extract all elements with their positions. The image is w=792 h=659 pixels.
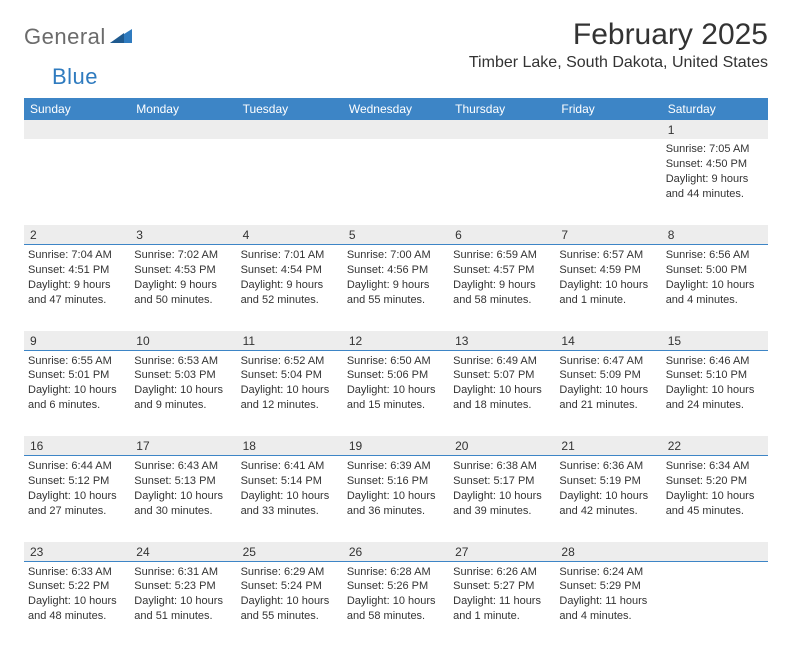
day-cell: Sunrise: 6:44 AMSunset: 5:12 PMDaylight:… — [24, 456, 130, 542]
day-header: Friday — [555, 98, 661, 120]
day-number: 14 — [555, 331, 661, 351]
day-cell: Sunrise: 6:46 AMSunset: 5:10 PMDaylight:… — [662, 350, 768, 436]
day-cell: Sunrise: 6:38 AMSunset: 5:17 PMDaylight:… — [449, 456, 555, 542]
logo-triangle-icon — [110, 27, 132, 48]
day-cell: Sunrise: 6:49 AMSunset: 5:07 PMDaylight:… — [449, 350, 555, 436]
day-number — [130, 120, 236, 139]
day-cell: Sunrise: 7:02 AMSunset: 4:53 PMDaylight:… — [130, 245, 236, 331]
logo-text-blue: Blue — [52, 64, 98, 90]
day-number: 4 — [237, 225, 343, 245]
day-cell: Sunrise: 6:52 AMSunset: 5:04 PMDaylight:… — [237, 350, 343, 436]
day-number: 11 — [237, 331, 343, 351]
month-title: February 2025 — [469, 18, 768, 52]
week-row: Sunrise: 6:33 AMSunset: 5:22 PMDaylight:… — [24, 561, 768, 647]
day-cell — [24, 139, 130, 225]
title-block: February 2025 Timber Lake, South Dakota,… — [469, 18, 768, 78]
location: Timber Lake, South Dakota, United States — [469, 54, 768, 72]
day-number: 2 — [24, 225, 130, 245]
day-number-row: 2345678 — [24, 225, 768, 245]
day-cell: Sunrise: 7:01 AMSunset: 4:54 PMDaylight:… — [237, 245, 343, 331]
day-cell: Sunrise: 6:34 AMSunset: 5:20 PMDaylight:… — [662, 456, 768, 542]
day-header: Tuesday — [237, 98, 343, 120]
day-number-row: 9101112131415 — [24, 331, 768, 351]
day-number: 13 — [449, 331, 555, 351]
day-number: 1 — [662, 120, 768, 139]
day-cell: Sunrise: 6:43 AMSunset: 5:13 PMDaylight:… — [130, 456, 236, 542]
week-row: Sunrise: 7:04 AMSunset: 4:51 PMDaylight:… — [24, 245, 768, 331]
day-number: 19 — [343, 436, 449, 456]
day-number: 22 — [662, 436, 768, 456]
day-number-row: 16171819202122 — [24, 436, 768, 456]
day-number: 20 — [449, 436, 555, 456]
day-number: 24 — [130, 542, 236, 562]
day-cell: Sunrise: 7:00 AMSunset: 4:56 PMDaylight:… — [343, 245, 449, 331]
day-number: 28 — [555, 542, 661, 562]
day-number: 7 — [555, 225, 661, 245]
day-header: Monday — [130, 98, 236, 120]
day-cell: Sunrise: 6:26 AMSunset: 5:27 PMDaylight:… — [449, 561, 555, 647]
day-cell — [343, 139, 449, 225]
week-row: Sunrise: 6:44 AMSunset: 5:12 PMDaylight:… — [24, 456, 768, 542]
day-number: 17 — [130, 436, 236, 456]
day-number: 23 — [24, 542, 130, 562]
day-cell — [555, 139, 661, 225]
day-number: 18 — [237, 436, 343, 456]
day-cell: Sunrise: 7:04 AMSunset: 4:51 PMDaylight:… — [24, 245, 130, 331]
day-number: 6 — [449, 225, 555, 245]
day-header: Sunday — [24, 98, 130, 120]
day-cell — [449, 139, 555, 225]
day-number-row: 1 — [24, 120, 768, 139]
day-number — [449, 120, 555, 139]
day-number-row: 232425262728 — [24, 542, 768, 562]
day-cell — [130, 139, 236, 225]
day-number: 8 — [662, 225, 768, 245]
day-number: 9 — [24, 331, 130, 351]
day-cell: Sunrise: 6:28 AMSunset: 5:26 PMDaylight:… — [343, 561, 449, 647]
day-header: Thursday — [449, 98, 555, 120]
day-number: 5 — [343, 225, 449, 245]
day-cell: Sunrise: 6:47 AMSunset: 5:09 PMDaylight:… — [555, 350, 661, 436]
day-cell: Sunrise: 6:36 AMSunset: 5:19 PMDaylight:… — [555, 456, 661, 542]
day-number: 26 — [343, 542, 449, 562]
day-cell: Sunrise: 6:59 AMSunset: 4:57 PMDaylight:… — [449, 245, 555, 331]
day-cell: Sunrise: 6:55 AMSunset: 5:01 PMDaylight:… — [24, 350, 130, 436]
day-header-row: Sunday Monday Tuesday Wednesday Thursday… — [24, 98, 768, 120]
day-number — [662, 542, 768, 562]
day-number — [24, 120, 130, 139]
day-cell: Sunrise: 6:29 AMSunset: 5:24 PMDaylight:… — [237, 561, 343, 647]
day-cell: Sunrise: 6:41 AMSunset: 5:14 PMDaylight:… — [237, 456, 343, 542]
day-cell: Sunrise: 6:39 AMSunset: 5:16 PMDaylight:… — [343, 456, 449, 542]
day-number: 12 — [343, 331, 449, 351]
day-header: Saturday — [662, 98, 768, 120]
calendar-table: Sunday Monday Tuesday Wednesday Thursday… — [24, 98, 768, 647]
logo-text-gray: General — [24, 24, 106, 50]
day-cell: Sunrise: 6:57 AMSunset: 4:59 PMDaylight:… — [555, 245, 661, 331]
day-number — [237, 120, 343, 139]
day-cell: Sunrise: 6:24 AMSunset: 5:29 PMDaylight:… — [555, 561, 661, 647]
day-cell — [237, 139, 343, 225]
week-row: Sunrise: 6:55 AMSunset: 5:01 PMDaylight:… — [24, 350, 768, 436]
day-cell: Sunrise: 7:05 AMSunset: 4:50 PMDaylight:… — [662, 139, 768, 225]
day-number: 21 — [555, 436, 661, 456]
day-number: 16 — [24, 436, 130, 456]
day-number: 25 — [237, 542, 343, 562]
day-number: 15 — [662, 331, 768, 351]
day-header: Wednesday — [343, 98, 449, 120]
day-cell — [662, 561, 768, 647]
day-cell: Sunrise: 6:56 AMSunset: 5:00 PMDaylight:… — [662, 245, 768, 331]
day-number: 27 — [449, 542, 555, 562]
logo: General — [24, 18, 134, 50]
week-row: Sunrise: 7:05 AMSunset: 4:50 PMDaylight:… — [24, 139, 768, 225]
day-number: 3 — [130, 225, 236, 245]
day-cell: Sunrise: 6:50 AMSunset: 5:06 PMDaylight:… — [343, 350, 449, 436]
day-number: 10 — [130, 331, 236, 351]
day-cell: Sunrise: 6:53 AMSunset: 5:03 PMDaylight:… — [130, 350, 236, 436]
day-cell: Sunrise: 6:33 AMSunset: 5:22 PMDaylight:… — [24, 561, 130, 647]
day-cell: Sunrise: 6:31 AMSunset: 5:23 PMDaylight:… — [130, 561, 236, 647]
day-number — [343, 120, 449, 139]
day-number — [555, 120, 661, 139]
